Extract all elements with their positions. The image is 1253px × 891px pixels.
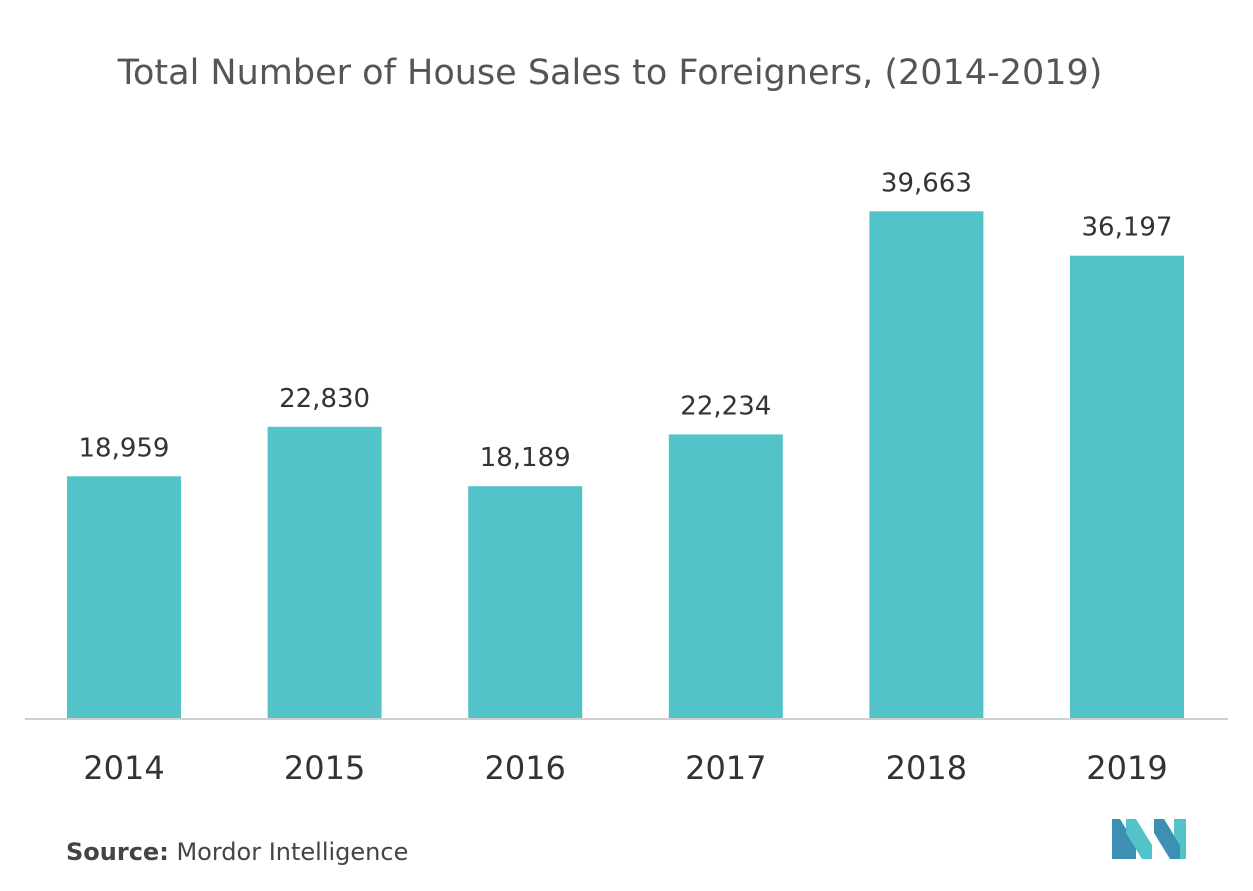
value-label-2018: 39,663 bbox=[881, 168, 972, 198]
bars-group bbox=[67, 211, 1184, 720]
x-tick-2019: 2019 bbox=[1086, 749, 1167, 787]
source-label: Source: bbox=[66, 838, 169, 866]
x-tick-2014: 2014 bbox=[83, 749, 164, 787]
logo-stroke-4 bbox=[1174, 819, 1186, 859]
x-tick-2015: 2015 bbox=[284, 749, 365, 787]
logo-stroke-3 bbox=[1154, 819, 1180, 859]
mordor-intelligence-logo-icon bbox=[1112, 819, 1186, 859]
bar-2018 bbox=[869, 211, 984, 720]
logo-stroke-2 bbox=[1126, 819, 1152, 859]
chart-title: Total Number of House Sales to Foreigner… bbox=[117, 53, 1103, 93]
bar-2016 bbox=[468, 486, 583, 719]
value-label-2017: 22,234 bbox=[680, 391, 771, 421]
bar-2014 bbox=[67, 476, 181, 719]
value-labels-group: 18,959 22,830 18,189 22,234 39,663 36,197 bbox=[79, 168, 1173, 473]
value-label-2016: 18,189 bbox=[480, 443, 571, 473]
bar-2017 bbox=[668, 434, 783, 719]
logo-stroke-1 bbox=[1112, 819, 1136, 859]
bar-2015 bbox=[267, 426, 382, 719]
x-tick-2018: 2018 bbox=[886, 749, 967, 787]
value-label-2019: 36,197 bbox=[1082, 213, 1173, 243]
value-label-2014: 18,959 bbox=[79, 433, 170, 463]
source-text: Mordor Intelligence bbox=[176, 838, 409, 866]
x-tick-2016: 2016 bbox=[484, 749, 565, 787]
source-note: Source: Mordor Intelligence bbox=[66, 838, 408, 866]
x-tick-2017: 2017 bbox=[685, 749, 766, 787]
x-tick-labels-group: 2014 2015 2016 2017 2018 2019 bbox=[83, 749, 1167, 787]
bar-2019 bbox=[1070, 255, 1184, 719]
value-label-2015: 22,830 bbox=[279, 384, 370, 414]
